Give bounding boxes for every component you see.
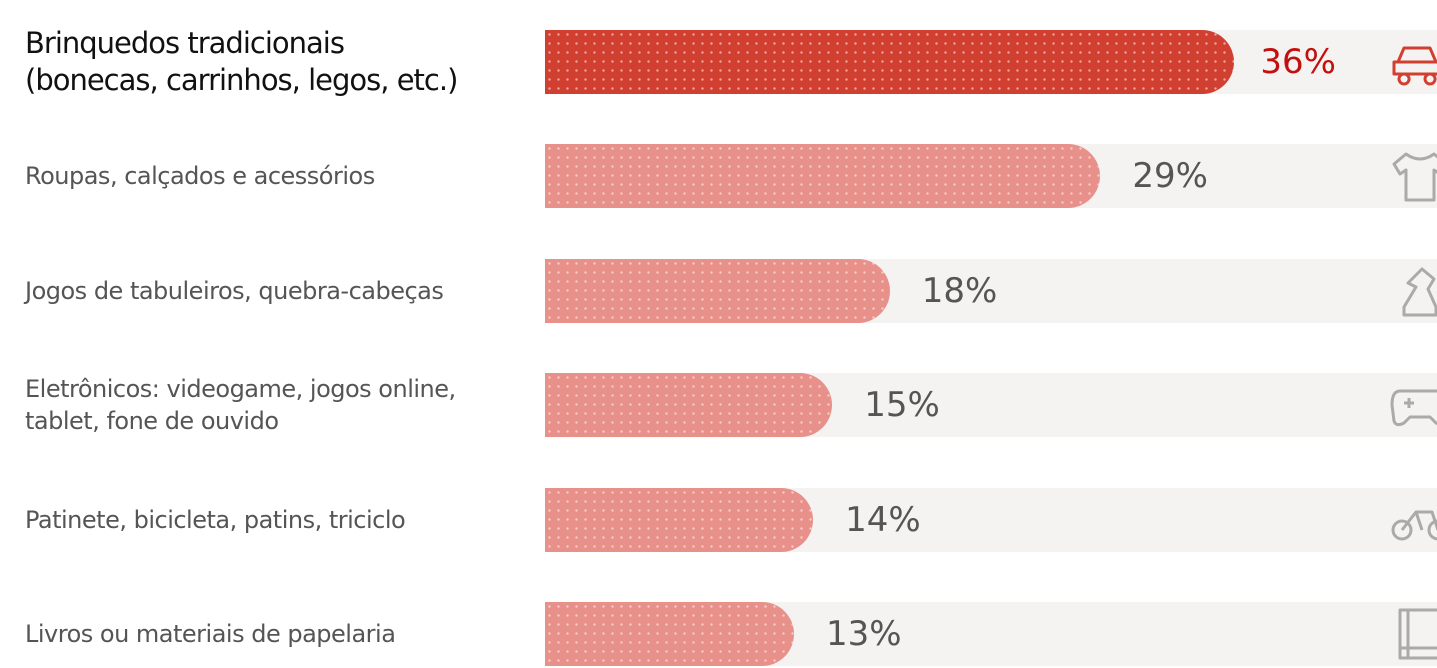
value-label: 18% [921, 270, 998, 311]
bar [545, 602, 794, 666]
bar [545, 373, 833, 438]
icon [1390, 490, 1437, 550]
value-label: 15% [864, 385, 940, 426]
bar [545, 487, 814, 552]
bar [545, 258, 890, 323]
category-label: Livros ou materiais de papelaria [25, 620, 396, 648]
icon [1390, 146, 1437, 206]
icon [1390, 261, 1437, 321]
icon [1390, 604, 1437, 664]
category-label: Eletrônicos: videogame, jogos online, ta… [25, 375, 456, 436]
value-label: 29% [1132, 156, 1208, 197]
icon [1390, 32, 1437, 92]
icon [1390, 375, 1437, 435]
value-label: 36% [1260, 42, 1336, 82]
category-label: Brinquedos tradicionais (bonecas, carrin… [25, 26, 458, 97]
value-label: 13% [825, 614, 902, 654]
bar [545, 144, 1101, 209]
value-label: 14% [845, 499, 921, 540]
category-label: Roupas, calçados e acessórios [25, 162, 375, 191]
category-label: Jogos de tabuleiros, quebra-cabeças [25, 276, 444, 305]
bar [545, 30, 1235, 94]
category-label: Patinete, bicicleta, patins, triciclo [25, 505, 406, 534]
